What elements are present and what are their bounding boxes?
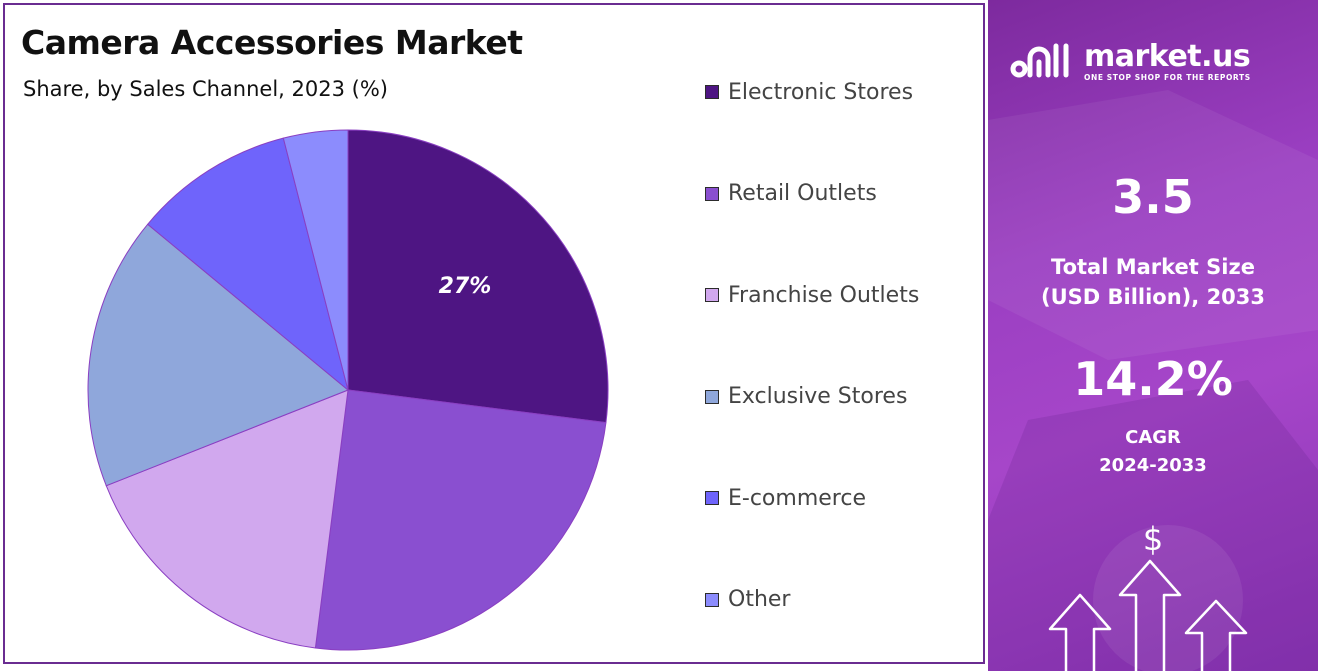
pie-chart: 27% — [87, 129, 609, 651]
legend-label: Other — [728, 587, 791, 612]
chart-title: Camera Accessories Market — [21, 23, 523, 62]
legend-item-retail-outlets: Retail Outlets — [705, 179, 877, 209]
dollar-icon: $ — [1142, 520, 1164, 558]
legend-label: Electronic Stores — [728, 79, 914, 105]
legend-item-electronic-stores: Electronic Stores — [705, 77, 913, 107]
legend-item-other: Other — [705, 585, 790, 615]
pie-slice-e-commerce — [146, 137, 349, 392]
up-arrow-icon — [1048, 593, 1112, 671]
market-size-label-line2: (USD Billion), 2033 — [1040, 285, 1266, 309]
cagr-label: CAGR — [1125, 427, 1181, 448]
cagr-period: 2024-2033 — [1099, 455, 1207, 476]
legend-swatch — [705, 186, 719, 201]
pie-slice-electronic-stores — [347, 129, 609, 424]
legend-label: E-commerce — [728, 485, 866, 511]
market-size-value: 3.5 — [1112, 170, 1194, 224]
up-arrow-icon — [1184, 599, 1248, 671]
pie-slice-franchise-outlets — [105, 389, 349, 649]
up-arrow-icon — [1118, 559, 1182, 671]
legend-swatch — [705, 491, 719, 505]
legend-label: Franchise Outlets — [728, 282, 920, 308]
background-decoration — [988, 90, 1318, 671]
growth-arrows — [1048, 559, 1248, 671]
pie-slice-retail-outlets — [314, 389, 607, 651]
brand: market.us ONE STOP SHOP FOR THE REPORTS — [1010, 36, 1251, 86]
pie-slice-exclusive-stores — [87, 223, 349, 487]
summary-sidebar: market.us ONE STOP SHOP FOR THE REPORTS … — [988, 0, 1318, 671]
legend-item-e-commerce: E-commerce — [705, 483, 866, 513]
legend-label: Retail Outlets — [728, 181, 877, 206]
legend-item-exclusive-stores: Exclusive Stores — [705, 382, 907, 412]
market-us-logo-icon — [1010, 43, 1069, 78]
chart-panel: Camera Accessories Market Share, by Sale… — [3, 3, 985, 664]
legend-swatch — [705, 592, 719, 607]
chart-subtitle: Share, by Sales Channel, 2023 (%) — [23, 77, 388, 101]
legend-item-franchise-outlets: Franchise Outlets — [705, 280, 919, 310]
cagr-value: 14.2% — [1073, 352, 1233, 406]
market-size-label-line1: Total Market Size — [1051, 255, 1255, 279]
pie-slice-other — [282, 129, 349, 391]
legend-swatch — [705, 288, 719, 302]
brand-tagline: ONE STOP SHOP FOR THE REPORTS — [1084, 72, 1251, 82]
data-label-electronic-stores: 27% — [439, 274, 492, 299]
brand-name: market.us — [1084, 38, 1251, 74]
legend-swatch — [705, 85, 719, 99]
legend-label: Exclusive Stores — [728, 384, 908, 409]
legend-swatch — [705, 389, 719, 404]
